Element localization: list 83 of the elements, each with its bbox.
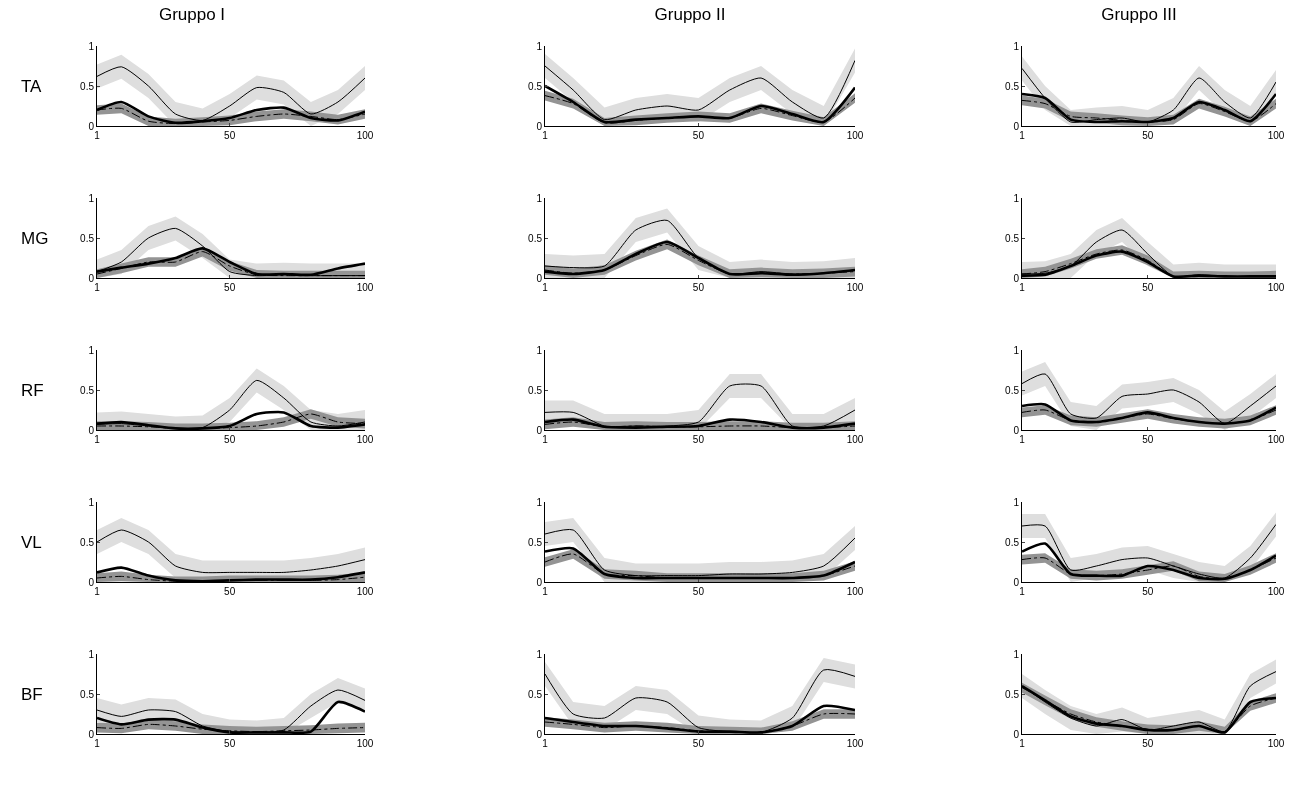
y-tick-label: 0.5 xyxy=(1005,80,1020,92)
y-tick-label: 0 xyxy=(1013,728,1020,740)
x-tick-label: 100 xyxy=(846,586,864,597)
x-tick-label: 50 xyxy=(692,130,705,141)
x-tick-label: 100 xyxy=(846,738,864,749)
x-tick-label: 100 xyxy=(1267,586,1285,597)
y-tick-label: 0.5 xyxy=(80,536,95,548)
x-tick-label: 50 xyxy=(692,282,705,293)
y-tick-label: 0.5 xyxy=(528,384,543,396)
x-tick-label: 50 xyxy=(1142,282,1154,293)
y-tick-label: 0.5 xyxy=(80,384,95,396)
y-tick-label: 0 xyxy=(1013,424,1020,436)
x-tick-label: 50 xyxy=(224,282,236,293)
y-tick-label: 1 xyxy=(88,344,95,356)
x-tick-label: 50 xyxy=(1142,130,1154,141)
y-tick-label: 0 xyxy=(536,728,543,740)
x-tick-label: 100 xyxy=(356,586,374,597)
x-tick-label: 50 xyxy=(692,434,705,445)
y-tick-label: 0 xyxy=(88,576,95,588)
y-tick-label: 0 xyxy=(536,272,543,284)
y-tick-label: 0.5 xyxy=(80,80,95,92)
y-tick-label: 0 xyxy=(536,424,543,436)
y-tick-label: 0.5 xyxy=(528,536,543,548)
y-tick-label: 0.5 xyxy=(528,80,543,92)
y-tick-label: 1 xyxy=(88,40,95,52)
y-tick-label: 0.5 xyxy=(528,688,543,700)
y-tick-label: 1 xyxy=(1013,496,1020,508)
x-tick-label: 100 xyxy=(846,434,864,445)
y-tick-label: 0 xyxy=(88,728,95,740)
y-tick-label: 0.5 xyxy=(1005,536,1020,548)
y-tick-label: 0 xyxy=(88,272,95,284)
y-tick-label: 1 xyxy=(1013,344,1020,356)
x-tick-label: 50 xyxy=(1142,738,1154,749)
y-tick-label: 0 xyxy=(1013,272,1020,284)
y-axis-title: VL xyxy=(21,533,42,552)
y-axis-title: RF xyxy=(21,381,44,400)
x-tick-label: 50 xyxy=(1142,586,1154,597)
y-tick-label: 0 xyxy=(88,424,95,436)
y-axis-title: TA xyxy=(21,77,43,96)
y-tick-label: 0.5 xyxy=(80,688,95,700)
chart-title: Gruppo II xyxy=(654,4,726,24)
y-axis-title: MG xyxy=(21,229,49,248)
y-tick-label: 0 xyxy=(1013,120,1020,132)
y-tick-label: 0 xyxy=(88,120,95,132)
y-tick-label: 1 xyxy=(536,496,543,508)
x-tick-label: 100 xyxy=(356,130,374,141)
y-tick-label: 1 xyxy=(88,192,95,204)
chart-title: Gruppo III xyxy=(1101,4,1177,24)
y-tick-label: 1 xyxy=(88,496,95,508)
y-tick-label: 1 xyxy=(536,40,543,52)
x-tick-label: 50 xyxy=(1142,434,1154,445)
y-tick-label: 1 xyxy=(536,192,543,204)
x-tick-label: 100 xyxy=(1267,434,1285,445)
x-tick-label: 100 xyxy=(1267,738,1285,749)
y-tick-label: 0 xyxy=(536,120,543,132)
y-tick-label: 0.5 xyxy=(1005,688,1020,700)
y-tick-label: 1 xyxy=(1013,648,1020,660)
x-tick-label: 100 xyxy=(846,282,864,293)
x-tick-label: 100 xyxy=(1267,130,1285,141)
x-tick-label: 100 xyxy=(1267,282,1285,293)
chart-title: Gruppo I xyxy=(158,4,226,24)
y-tick-label: 1 xyxy=(536,344,543,356)
y-tick-label: 1 xyxy=(1013,192,1020,204)
x-tick-label: 50 xyxy=(224,586,236,597)
x-tick-label: 100 xyxy=(356,434,374,445)
y-axis-title: BF xyxy=(21,685,43,704)
x-tick-label: 50 xyxy=(224,130,236,141)
y-tick-label: 1 xyxy=(536,648,543,660)
y-tick-label: 0.5 xyxy=(80,232,95,244)
y-tick-label: 1 xyxy=(1013,40,1020,52)
y-tick-label: 0.5 xyxy=(528,232,543,244)
y-tick-label: 1 xyxy=(88,648,95,660)
x-tick-label: 50 xyxy=(692,738,705,749)
x-tick-label: 100 xyxy=(846,130,864,141)
x-tick-label: 50 xyxy=(224,738,236,749)
x-tick-label: 100 xyxy=(356,738,374,749)
x-tick-label: 100 xyxy=(356,282,374,293)
x-tick-label: 50 xyxy=(692,586,705,597)
y-tick-label: 0 xyxy=(536,576,543,588)
y-tick-label: 0.5 xyxy=(1005,384,1020,396)
y-tick-label: 0 xyxy=(1013,576,1020,588)
y-tick-label: 0.5 xyxy=(1005,232,1020,244)
x-tick-label: 50 xyxy=(224,434,236,445)
